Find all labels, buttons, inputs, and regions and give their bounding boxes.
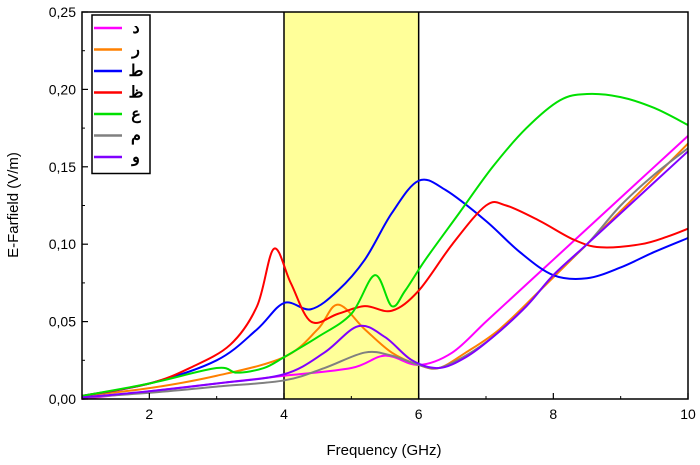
y-tick-label: 0,25 [49,4,76,20]
ticks-group: 2 4 6 8 10 0,00 0,05 0,10 0,15 0,20 0,25 [49,4,696,422]
x-tick-label: 10 [680,406,696,422]
y-axis-label: E-Farfield (V/m) [5,152,22,258]
x-tick-label: 6 [415,406,423,422]
x-axis-label: Frequency (GHz) [326,442,441,459]
highlight-band [284,12,419,399]
y-tick-label: 0,20 [49,81,76,97]
legend-box [91,14,151,175]
series-line-5 [81,92,689,397]
x-tick-label: 2 [145,406,153,422]
series-line-4 [81,200,689,397]
y-tick-label: 0,15 [49,159,76,175]
series-line-7 [81,150,689,399]
legend-label: ظ [129,85,144,102]
legend-label: ر [131,42,140,60]
legend-label: ط [129,63,144,80]
legend-label: د [132,20,139,37]
y-tick-label: 0,00 [49,391,76,407]
y-tick-label: 0,05 [49,314,76,330]
legend-label: ع [131,106,141,124]
series-group [81,92,689,400]
legend-label: و [131,149,140,167]
series-line-3 [81,178,689,397]
x-tick-label: 8 [549,406,557,422]
y-tick-label: 0,10 [49,236,76,252]
legend-label: م [131,128,141,146]
x-tick-label: 4 [280,406,288,422]
